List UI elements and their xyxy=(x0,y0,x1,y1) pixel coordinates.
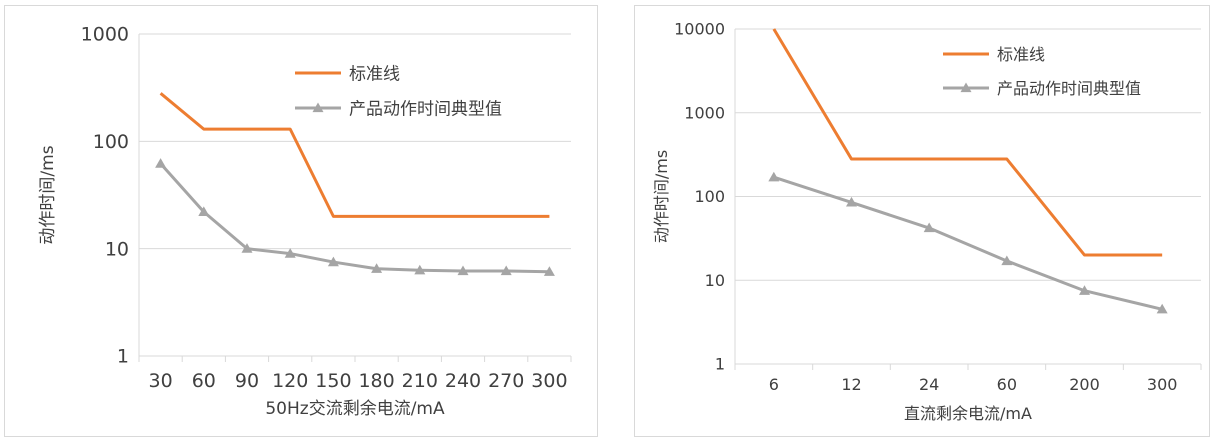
y-tick-label: 1 xyxy=(715,355,725,374)
x-tick-label: 6 xyxy=(769,375,779,394)
legend-label: 产品动作时间典型值 xyxy=(349,99,502,119)
data-point-marker xyxy=(155,158,167,168)
legend-marker xyxy=(312,102,324,113)
y-tick-label: 10000 xyxy=(674,20,725,39)
x-tick-label: 60 xyxy=(997,375,1017,394)
x-axis-title: 50Hz交流剩余电流/mA xyxy=(265,399,445,419)
x-tick-label: 60 xyxy=(192,370,216,392)
series-line-standard xyxy=(159,92,550,218)
legend-label: 标准线 xyxy=(349,64,400,84)
data-point-marker xyxy=(768,171,780,182)
chart-panel-dc: 1 10 100 1000 10000 6 12 24 60 200 300 直流剩余电流/mA 动作时… xyxy=(634,5,1210,437)
legend-label: 产品动作时间典型值 xyxy=(997,79,1141,98)
y-tick-label: 100 xyxy=(694,187,725,206)
y-tick-label: 1 xyxy=(117,346,129,368)
data-point-marker xyxy=(1001,255,1013,266)
data-point-marker xyxy=(457,265,469,276)
data-point-marker xyxy=(198,206,210,217)
x-tick-label: 150 xyxy=(315,370,351,392)
x-axis-title: 直流剩余电流/mA xyxy=(904,404,1032,423)
chart-dc-svg: 1 10 100 1000 10000 6 12 24 60 200 300 直流剩余电流/mA 动作时… xyxy=(652,20,1202,423)
data-point-marker xyxy=(241,243,253,253)
series-line-typical xyxy=(773,175,1163,311)
chart-ac-svg: 1 10 100 1000 30 60 90 120 150 180 210 240 270 300 50H… xyxy=(38,24,572,419)
x-tick-label: 300 xyxy=(531,370,567,392)
x-tick-label: 30 xyxy=(149,370,173,392)
data-point-marker xyxy=(371,263,383,273)
x-tick-label: 90 xyxy=(235,370,259,392)
data-point-marker xyxy=(923,222,935,233)
y-tick-label: 1000 xyxy=(81,24,129,46)
data-point-marker xyxy=(414,264,426,275)
chart-panel-ac: 1 10 100 1000 30 60 90 120 150 180 210 240 270 300 50H… xyxy=(4,5,598,437)
y-tick-label: 10 xyxy=(705,271,725,290)
data-point-marker xyxy=(1079,285,1090,295)
series-line-standard xyxy=(772,28,1163,257)
x-tick-label: 12 xyxy=(841,375,861,394)
x-tick-label: 240 xyxy=(445,370,481,392)
data-point-marker xyxy=(1156,303,1168,314)
x-tick-label: 210 xyxy=(402,370,438,392)
x-tick-label: 200 xyxy=(1069,375,1100,394)
legend-label: 标准线 xyxy=(997,45,1045,64)
x-tick-label: 120 xyxy=(272,370,308,392)
data-point-marker xyxy=(500,265,512,276)
y-tick-label: 10 xyxy=(105,238,129,260)
data-point-marker xyxy=(284,248,296,258)
y-tick-label: 100 xyxy=(93,131,129,153)
x-tick-label: 270 xyxy=(488,370,524,392)
legend-marker xyxy=(960,82,972,93)
series-line-typical xyxy=(159,162,550,274)
data-point-marker xyxy=(543,266,555,276)
data-point-marker xyxy=(846,196,857,207)
y-axis-title: 动作时间/ms xyxy=(652,150,671,243)
y-tick-label: 1000 xyxy=(684,103,725,122)
x-tick-label: 300 xyxy=(1147,375,1178,394)
y-axis-title: 动作时间/ms xyxy=(38,145,58,244)
x-tick-label: 24 xyxy=(919,375,939,394)
x-tick-label: 180 xyxy=(358,370,394,392)
data-point-marker xyxy=(327,256,339,267)
